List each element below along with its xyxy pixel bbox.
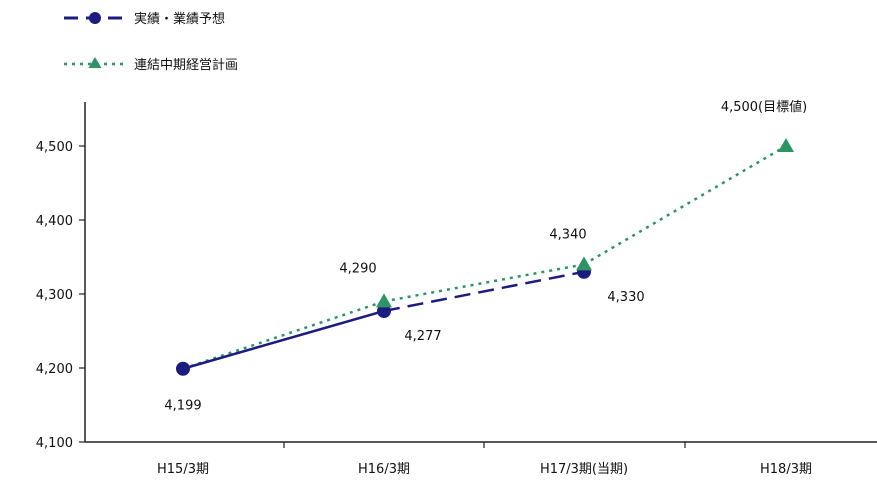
y-tick-label: 4,400 — [36, 214, 73, 229]
actual-point — [377, 304, 391, 319]
legend: 実績・業績予想 連結中期経営計画 — [64, 11, 238, 73]
x-tick-label: H15/3期 — [157, 462, 209, 477]
plan-data-label: 4,340 — [549, 227, 586, 242]
y-tick-label: 4,500 — [36, 140, 73, 155]
y-ticks: 4,100 4,200 4,300 4,400 4,500 — [36, 140, 85, 451]
actual-line-segment — [182, 309, 385, 370]
plan-point — [778, 138, 794, 152]
actual-point — [176, 361, 190, 376]
legend-marker-actual — [89, 12, 101, 24]
plan-line-segment — [583, 144, 787, 266]
plan-line-segment — [182, 300, 385, 370]
legend-item-actual: 実績・業績予想 — [64, 11, 225, 27]
y-tick-label: 4,100 — [36, 436, 73, 451]
legend-label-plan: 連結中期経営計画 — [134, 57, 238, 73]
y-tick-label: 4,300 — [36, 288, 73, 303]
actual-data-label: 4,199 — [164, 399, 201, 414]
x-tick-label: H17/3期(当期) — [540, 462, 628, 477]
x-ticks: H15/3期 H16/3期 H17/3期(当期) H18/3期 — [157, 442, 812, 477]
plan-data-label: 4,500(目標値) — [721, 99, 807, 115]
data-labels: 4,199 4,277 4,330 4,290 4,340 4,500(目標値) — [164, 99, 807, 414]
plan-line-segment — [383, 263, 585, 303]
x-tick-label: H18/3期 — [760, 462, 812, 477]
axes — [84, 102, 877, 443]
forecast-line-segment — [383, 270, 585, 313]
series-markers — [176, 138, 794, 376]
y-tick-label: 4,200 — [36, 362, 73, 377]
legend-item-plan: 連結中期経営計画 — [64, 57, 238, 73]
plan-point — [376, 293, 392, 308]
plan-data-label: 4,290 — [339, 261, 376, 276]
actual-data-label: 4,330 — [607, 290, 644, 305]
series-lines — [182, 144, 787, 370]
legend-marker-plan — [88, 57, 102, 68]
plan-point — [576, 256, 592, 271]
actual-data-label: 4,277 — [404, 329, 441, 344]
legend-label-actual: 実績・業績予想 — [134, 11, 225, 27]
x-tick-label: H16/3期 — [358, 462, 410, 477]
